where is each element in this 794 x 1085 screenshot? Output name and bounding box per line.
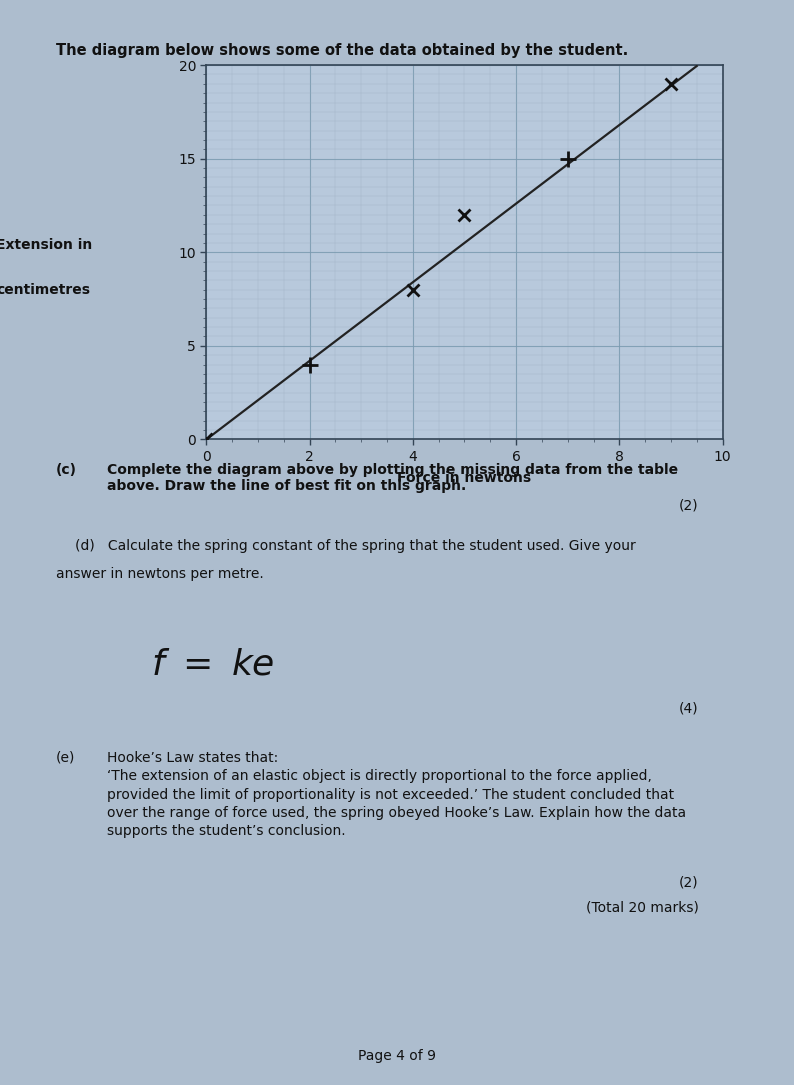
Text: (2): (2) [679, 876, 699, 890]
Text: centimetres: centimetres [0, 283, 91, 296]
Text: (Total 20 marks): (Total 20 marks) [586, 901, 699, 915]
Text: $\mathit{f}$ $=$ $\mathit{ke}$: $\mathit{f}$ $=$ $\mathit{ke}$ [151, 648, 275, 681]
Text: The diagram below shows some of the data obtained by the student.: The diagram below shows some of the data… [56, 43, 628, 59]
Text: (c): (c) [56, 463, 76, 477]
Text: (2): (2) [679, 498, 699, 512]
Text: Hooke’s Law states that:
‘The extension of an elastic object is directly proport: Hooke’s Law states that: ‘The extension … [107, 751, 686, 839]
Text: Extension in: Extension in [0, 239, 92, 253]
Text: Complete the diagram above by plotting the missing data from the table
above. Dr: Complete the diagram above by plotting t… [107, 463, 678, 494]
X-axis label: Force in newtons: Force in newtons [398, 471, 531, 485]
Text: answer in newtons per metre.: answer in newtons per metre. [56, 567, 264, 582]
Text: (4): (4) [679, 702, 699, 716]
Text: (d)   Calculate the spring constant of the spring that the student used. Give yo: (d) Calculate the spring constant of the… [75, 539, 636, 553]
Text: Page 4 of 9: Page 4 of 9 [358, 1049, 436, 1063]
Text: (e): (e) [56, 751, 75, 765]
